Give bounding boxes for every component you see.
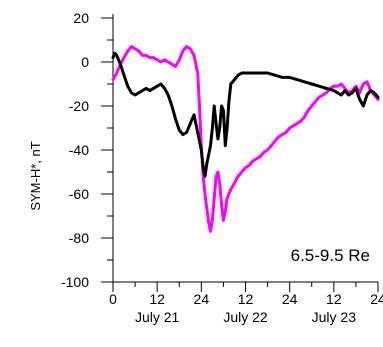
y-axis-title: SYM-H*, nT — [28, 141, 43, 210]
x-tick-label: 12 — [149, 291, 165, 307]
y-tick-label: 20 — [73, 10, 89, 26]
x-tick-label: 24 — [194, 291, 210, 307]
series-layer — [111, 45, 380, 233]
labels-layer: 20 0 -20 -40 -60 -80 -100 0 12 24 12 24 12 24 July 21 J… — [61, 10, 383, 325]
date-label: July 21 — [135, 309, 180, 325]
y-tick-label: 0 — [81, 54, 89, 70]
y-tick-label: -40 — [69, 142, 89, 158]
x-tick-label: 24 — [370, 291, 383, 307]
x-tick-label: 24 — [282, 291, 298, 307]
series-line-magenta — [111, 45, 380, 233]
date-label: July 22 — [223, 309, 268, 325]
y-tick-label: -80 — [69, 230, 89, 246]
axes-layer — [101, 14, 379, 292]
y-tick-label: -60 — [69, 186, 89, 202]
y-tick-label: -20 — [69, 98, 89, 114]
date-label: July 23 — [312, 309, 357, 325]
series-line-black — [111, 51, 380, 178]
x-tick-label: 0 — [109, 291, 117, 307]
region-annotation: 6.5-9.5 Re — [291, 246, 370, 265]
x-tick-label: 12 — [238, 291, 254, 307]
x-tick-label: 12 — [326, 291, 342, 307]
y-tick-label: -100 — [61, 274, 89, 290]
